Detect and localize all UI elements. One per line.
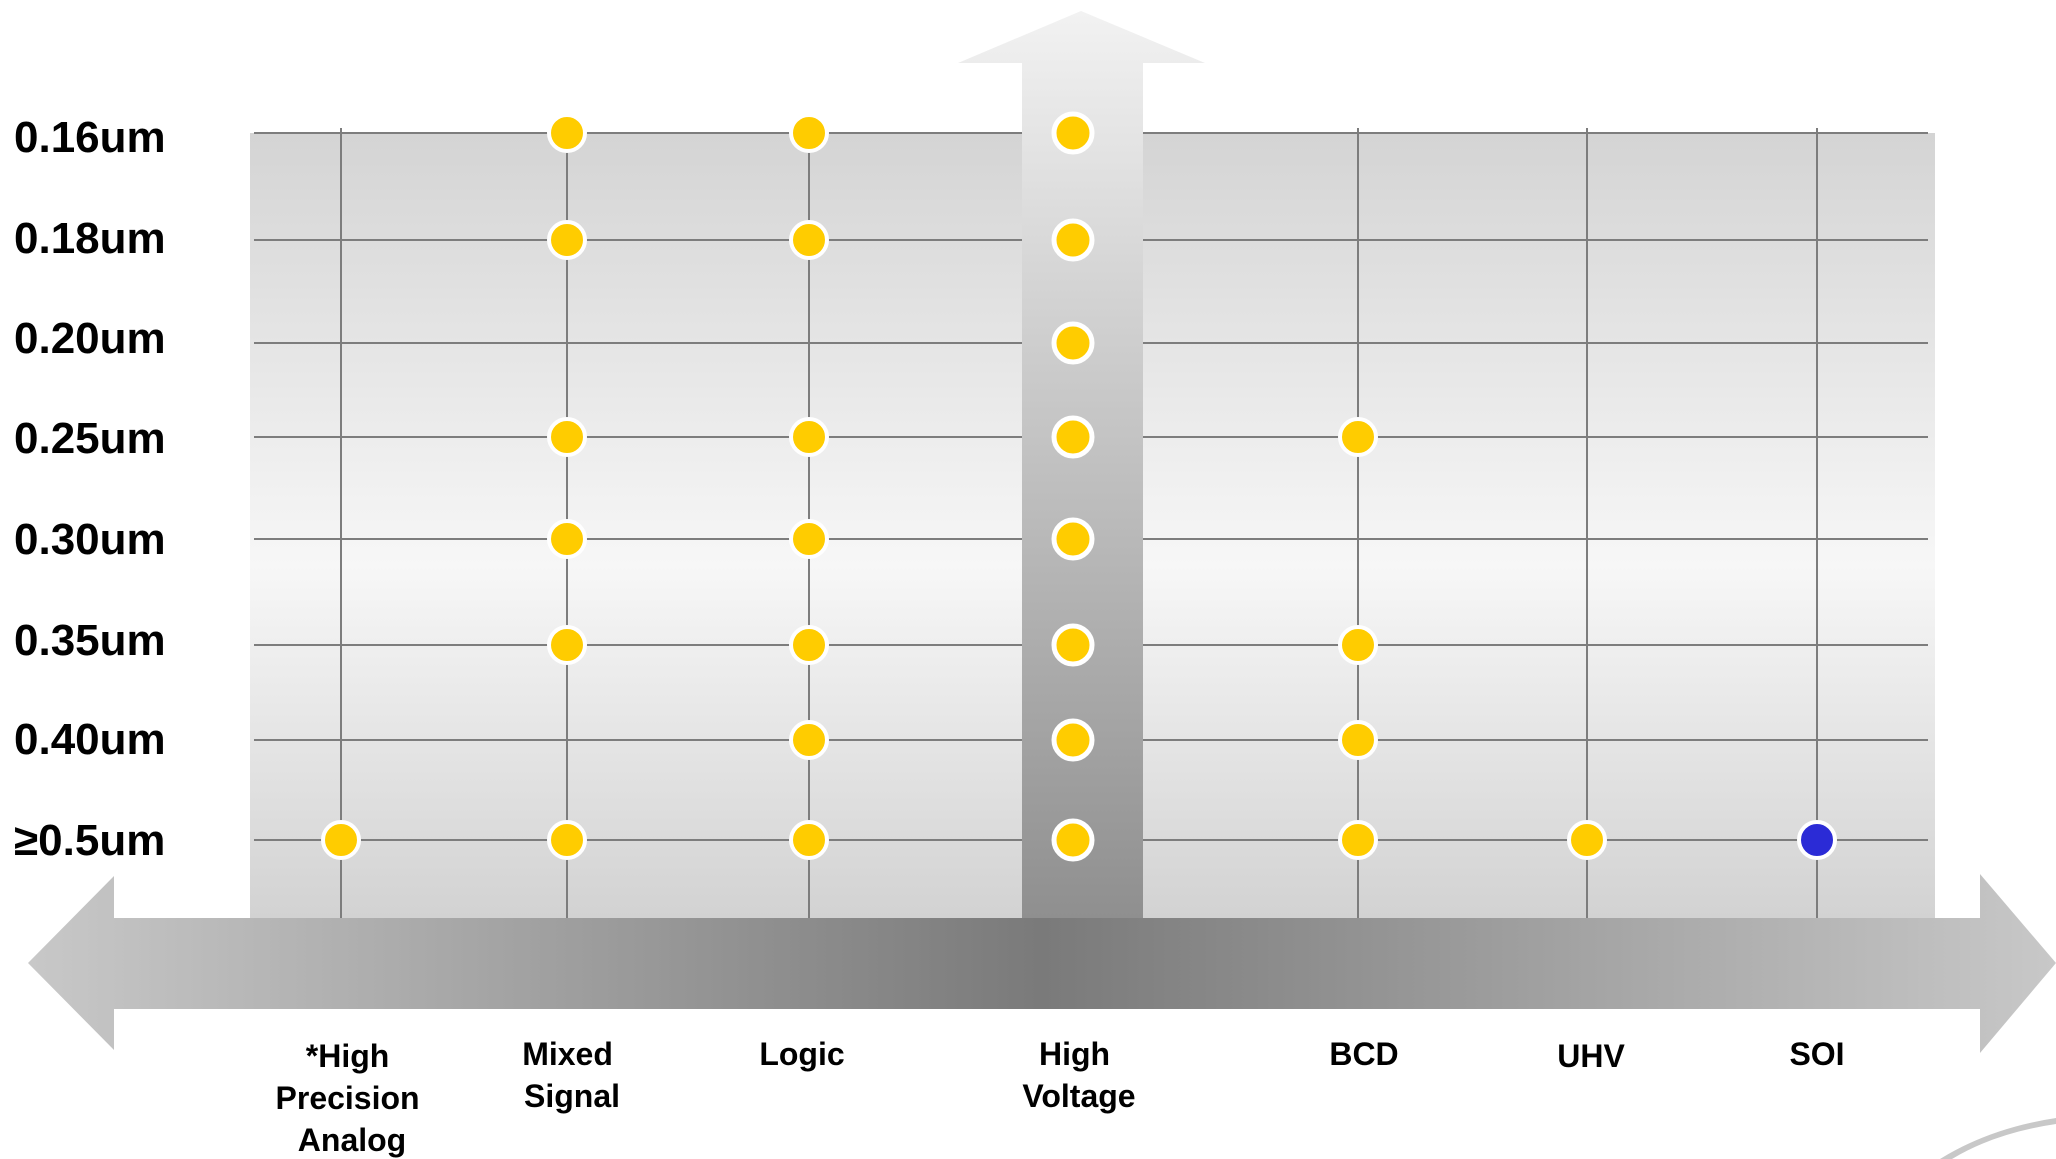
data-point xyxy=(1338,417,1378,457)
data-point xyxy=(789,820,829,860)
data-point xyxy=(1051,818,1095,862)
y-axis-labels: 0.16um 0.18um 0.20um 0.25um 0.30um 0.35u… xyxy=(14,113,166,865)
y-label: 0.40um xyxy=(14,715,166,764)
x-label-high-precision-analog: *High Precision Analog xyxy=(276,1038,429,1158)
x-label-line: BCD xyxy=(1329,1036,1398,1072)
data-point xyxy=(547,113,587,153)
x-label-line: Analog xyxy=(298,1122,406,1158)
data-point xyxy=(789,519,829,559)
x-label-line: SOI xyxy=(1789,1036,1844,1072)
data-point xyxy=(547,820,587,860)
data-point xyxy=(1051,718,1095,762)
x-label-line: Logic xyxy=(759,1036,844,1072)
x-axis-labels: *High Precision Analog Mixed Signal Logi… xyxy=(276,1036,1845,1158)
x-label-mixed-signal: Mixed Signal xyxy=(522,1036,622,1114)
data-point xyxy=(1567,820,1607,860)
data-point xyxy=(1797,820,1837,860)
data-point xyxy=(1338,720,1378,760)
decorative-swoosh xyxy=(1940,1118,2056,1159)
data-point xyxy=(1051,321,1095,365)
data-point xyxy=(1051,218,1095,262)
data-point xyxy=(547,625,587,665)
data-point xyxy=(1338,820,1378,860)
data-point xyxy=(1338,625,1378,665)
data-point xyxy=(789,113,829,153)
x-label-line: UHV xyxy=(1557,1038,1625,1074)
data-point xyxy=(547,519,587,559)
data-point xyxy=(1051,111,1095,155)
x-label-line: Mixed xyxy=(522,1036,613,1072)
y-label: ≥0.5um xyxy=(14,816,165,865)
data-point xyxy=(547,220,587,260)
y-label: 0.16um xyxy=(14,113,166,162)
x-label-uhv: UHV xyxy=(1557,1038,1625,1074)
data-point xyxy=(1051,415,1095,459)
x-label-logic: Logic xyxy=(759,1036,844,1072)
y-label: 0.18um xyxy=(14,214,166,263)
y-label: 0.25um xyxy=(14,414,166,463)
x-label-bcd: BCD xyxy=(1329,1036,1398,1072)
x-label-high-voltage: High Voltage xyxy=(1022,1036,1135,1114)
x-label-line: Signal xyxy=(524,1078,620,1114)
data-point xyxy=(1051,623,1095,667)
x-label-line: *High xyxy=(306,1038,390,1074)
x-label-soi: SOI xyxy=(1789,1036,1844,1072)
x-label-line: Precision xyxy=(276,1080,420,1116)
vertical-arrow xyxy=(958,11,1205,918)
data-point xyxy=(789,220,829,260)
data-point xyxy=(321,820,361,860)
y-label: 0.35um xyxy=(14,616,166,665)
data-point xyxy=(789,417,829,457)
y-label: 0.20um xyxy=(14,314,166,363)
data-point xyxy=(789,625,829,665)
x-label-line: Voltage xyxy=(1022,1078,1135,1114)
data-point xyxy=(547,417,587,457)
data-points xyxy=(321,111,1837,862)
horizontal-arrow xyxy=(28,874,2056,1053)
x-label-line: High xyxy=(1039,1036,1110,1072)
data-point xyxy=(1051,517,1095,561)
y-label: 0.30um xyxy=(14,515,166,564)
data-point xyxy=(789,720,829,760)
